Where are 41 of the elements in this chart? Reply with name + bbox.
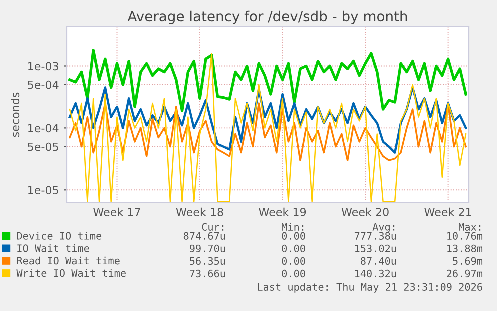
text: Max: bbox=[459, 223, 481, 231]
text: 140.32u bbox=[355, 270, 396, 278]
line-series bbox=[68, 49, 468, 112]
legend-label: Device IO time bbox=[17, 232, 102, 240]
y-tick-label: 1e-03 bbox=[28, 62, 58, 71]
text: 56.35u bbox=[190, 257, 226, 266]
text: 26.97m bbox=[447, 270, 483, 278]
text: 0.00 bbox=[282, 270, 306, 278]
y-axis-title: seconds bbox=[11, 92, 20, 138]
text: 13.88m bbox=[448, 244, 483, 253]
y-tick-label: 5e-04 bbox=[28, 80, 59, 90]
text: 87.40u bbox=[361, 257, 396, 266]
y-tick-label: 5e-05 bbox=[28, 142, 58, 152]
line-series bbox=[68, 86, 468, 154]
text: 0.00 bbox=[282, 232, 306, 240]
text: 0.00 bbox=[282, 244, 306, 253]
x-tick-label: Week 17 bbox=[94, 208, 140, 216]
chart-title: Average latency for /dev/sdb - by month bbox=[128, 10, 408, 24]
text: Cur: bbox=[202, 223, 224, 231]
line-series bbox=[69, 102, 467, 162]
text: 10.76m bbox=[448, 232, 483, 240]
text: 0.00 bbox=[282, 257, 306, 266]
x-tick-label: Week 18 bbox=[176, 208, 224, 216]
x-tick-label: Week 21 bbox=[424, 208, 472, 216]
text: Avg: bbox=[372, 223, 395, 233]
y-tick-label: 1e-05 bbox=[28, 186, 58, 195]
text: 73.66u bbox=[190, 270, 226, 278]
text: Last update: Thu May 21 23:31:09 2026 bbox=[258, 283, 482, 293]
legend-label: IO Wait time bbox=[18, 244, 90, 252]
y-tick-label: 1e-04 bbox=[28, 124, 59, 133]
x-tick-label: Week 19 bbox=[259, 208, 306, 216]
text: 777.38u bbox=[354, 232, 396, 240]
text: 5.69m bbox=[453, 257, 483, 266]
x-tick-label: Week 20 bbox=[342, 208, 389, 216]
text: Min: bbox=[282, 223, 304, 231]
legend-label: Read IO Wait time bbox=[17, 256, 120, 265]
text: 153.02u bbox=[355, 244, 396, 253]
line-series bbox=[69, 52, 467, 202]
text: 99.70u bbox=[190, 244, 226, 253]
text: 874.67u bbox=[184, 232, 226, 240]
legend-label: Write IO Wait time bbox=[16, 269, 126, 278]
